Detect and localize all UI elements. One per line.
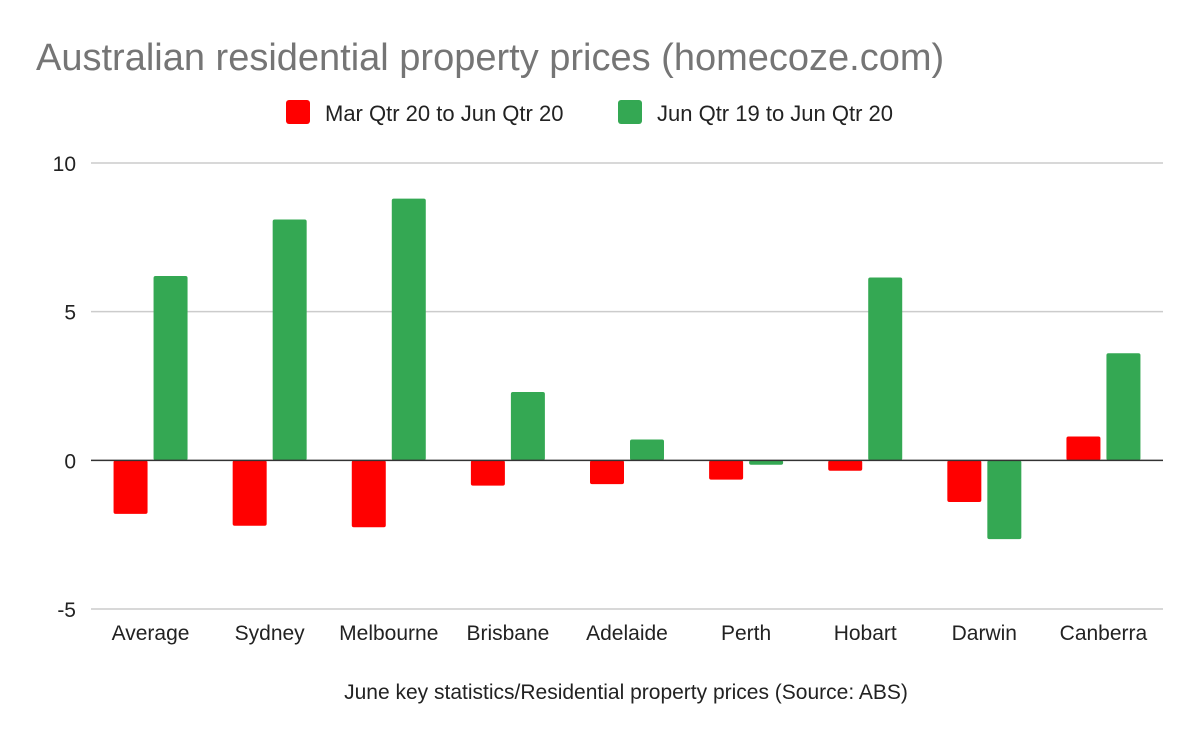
legend-swatch-series-2 — [618, 100, 642, 124]
x-tick-label: Adelaide — [586, 622, 668, 645]
x-tick-label: Average — [112, 622, 190, 645]
legend-label-series-1: Mar Qtr 20 to Jun Qtr 20 — [325, 101, 563, 126]
x-tick-label: Brisbane — [466, 622, 549, 645]
y-tick-label: 10 — [53, 153, 76, 176]
bar-melbourne-series-1[interactable] — [351, 460, 386, 528]
bar-hobart-series-2[interactable] — [868, 277, 903, 461]
chart-title: Australian residential property prices (… — [36, 37, 944, 79]
legend-label-series-2: Jun Qtr 19 to Jun Qtr 20 — [657, 101, 893, 126]
bar-average-series-1[interactable] — [113, 460, 148, 514]
y-tick-label: 0 — [64, 450, 76, 473]
x-tick-label: Canberra — [1060, 622, 1148, 645]
x-tick-label: Perth — [721, 622, 771, 645]
y-axis-tick-labels: 10 5 0 -5 — [53, 153, 76, 622]
y-tick-label: 5 — [64, 302, 76, 325]
legend[interactable]: Mar Qtr 20 to Jun Qtr 20 Jun Qtr 19 to J… — [286, 100, 893, 126]
bar-adelaide-series-1[interactable] — [590, 460, 624, 485]
bar-darwin-series-2[interactable] — [987, 460, 1022, 540]
bar-brisbane-series-2[interactable] — [510, 391, 545, 461]
bar-darwin-series-1[interactable] — [947, 460, 982, 502]
bar-average-series-2[interactable] — [153, 275, 188, 461]
bar-sydney-series-2[interactable] — [272, 219, 307, 461]
x-tick-label: Hobart — [834, 622, 897, 645]
bar-sydney-series-1[interactable] — [232, 460, 267, 526]
bar-canberra-series-2[interactable] — [1106, 353, 1141, 461]
bar-melbourne-series-2[interactable] — [391, 198, 426, 461]
x-axis-label: June key statistics/Residential property… — [344, 681, 908, 704]
bar-canberra-series-1[interactable] — [1066, 436, 1101, 461]
x-tick-label: Melbourne — [339, 622, 438, 645]
x-axis-tick-labels: Average Sydney Melbourne Brisbane Adelaide Pe… — [112, 622, 1148, 645]
x-tick-label: Darwin — [952, 622, 1017, 645]
y-tick-label: -5 — [57, 599, 76, 622]
bars — [113, 198, 1141, 540]
legend-swatch-series-1 — [286, 100, 310, 124]
bar-perth-series-1[interactable] — [709, 460, 744, 480]
bar-hobart-series-1[interactable] — [828, 460, 863, 471]
gridlines — [91, 162, 1163, 610]
x-tick-label: Sydney — [235, 622, 306, 645]
bar-adelaide-series-2[interactable] — [630, 439, 664, 461]
bar-brisbane-series-1[interactable] — [470, 460, 505, 486]
bar-perth-series-2[interactable] — [749, 460, 784, 465]
